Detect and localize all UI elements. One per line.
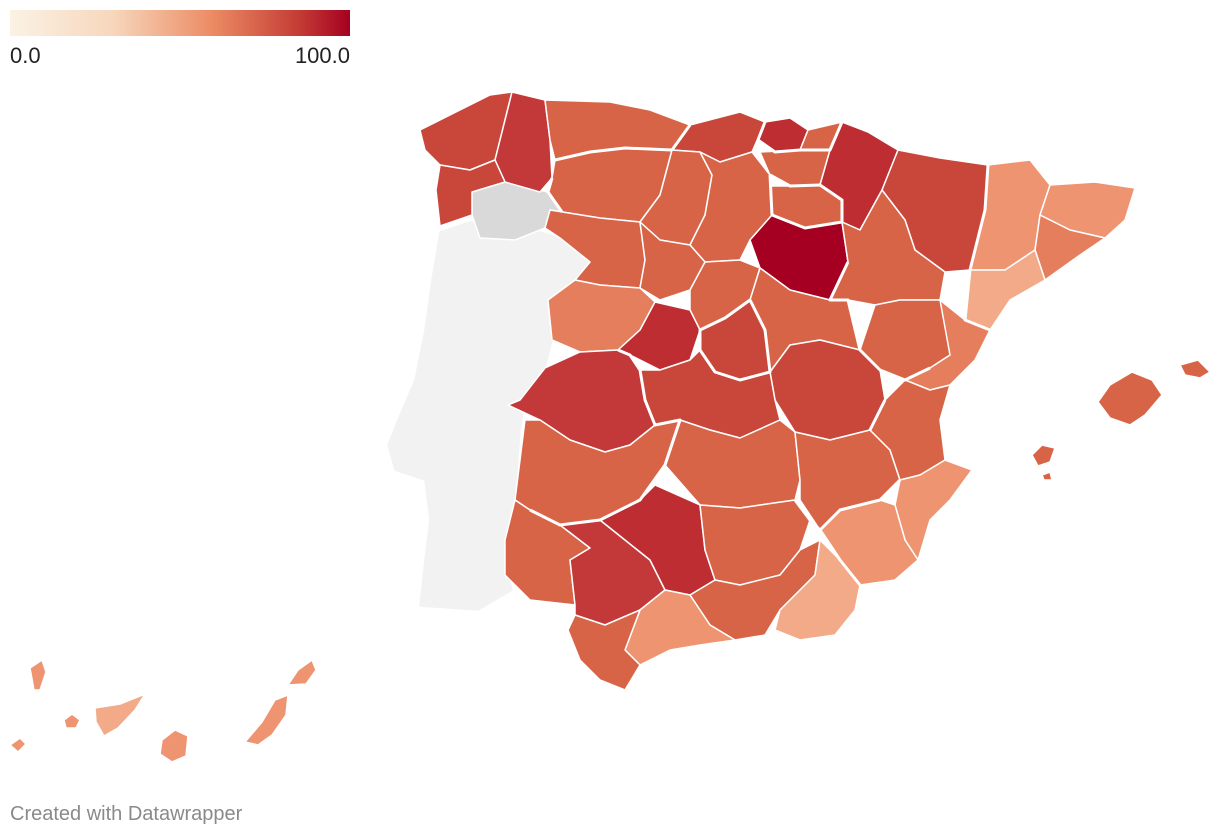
region-pontevedra — [435, 159, 506, 227]
region-el-hierro — [9, 737, 27, 753]
region-fuerteventura — [244, 694, 289, 746]
region-tenerife — [94, 693, 146, 737]
credit-text: Created with Datawrapper — [10, 803, 243, 825]
community-border — [529, 121, 991, 586]
legend-gradient-bar — [10, 10, 350, 36]
region-la-palma — [29, 659, 47, 691]
region-ibiza — [1031, 444, 1056, 467]
legend-max-label: 100.0 — [294, 43, 350, 68]
region-gran-canaria — [159, 729, 189, 763]
region-la-gomera — [63, 713, 81, 729]
region-formentera — [1041, 471, 1053, 481]
region-mallorca — [1097, 371, 1163, 426]
region-menorca — [1179, 359, 1211, 379]
color-legend: 0.0 100.0 — [10, 10, 350, 68]
legend-min-label: 0.0 — [10, 43, 41, 68]
region-burgos — [689, 151, 773, 263]
region-cadiz — [567, 609, 641, 691]
region-lanzarote — [287, 659, 317, 686]
